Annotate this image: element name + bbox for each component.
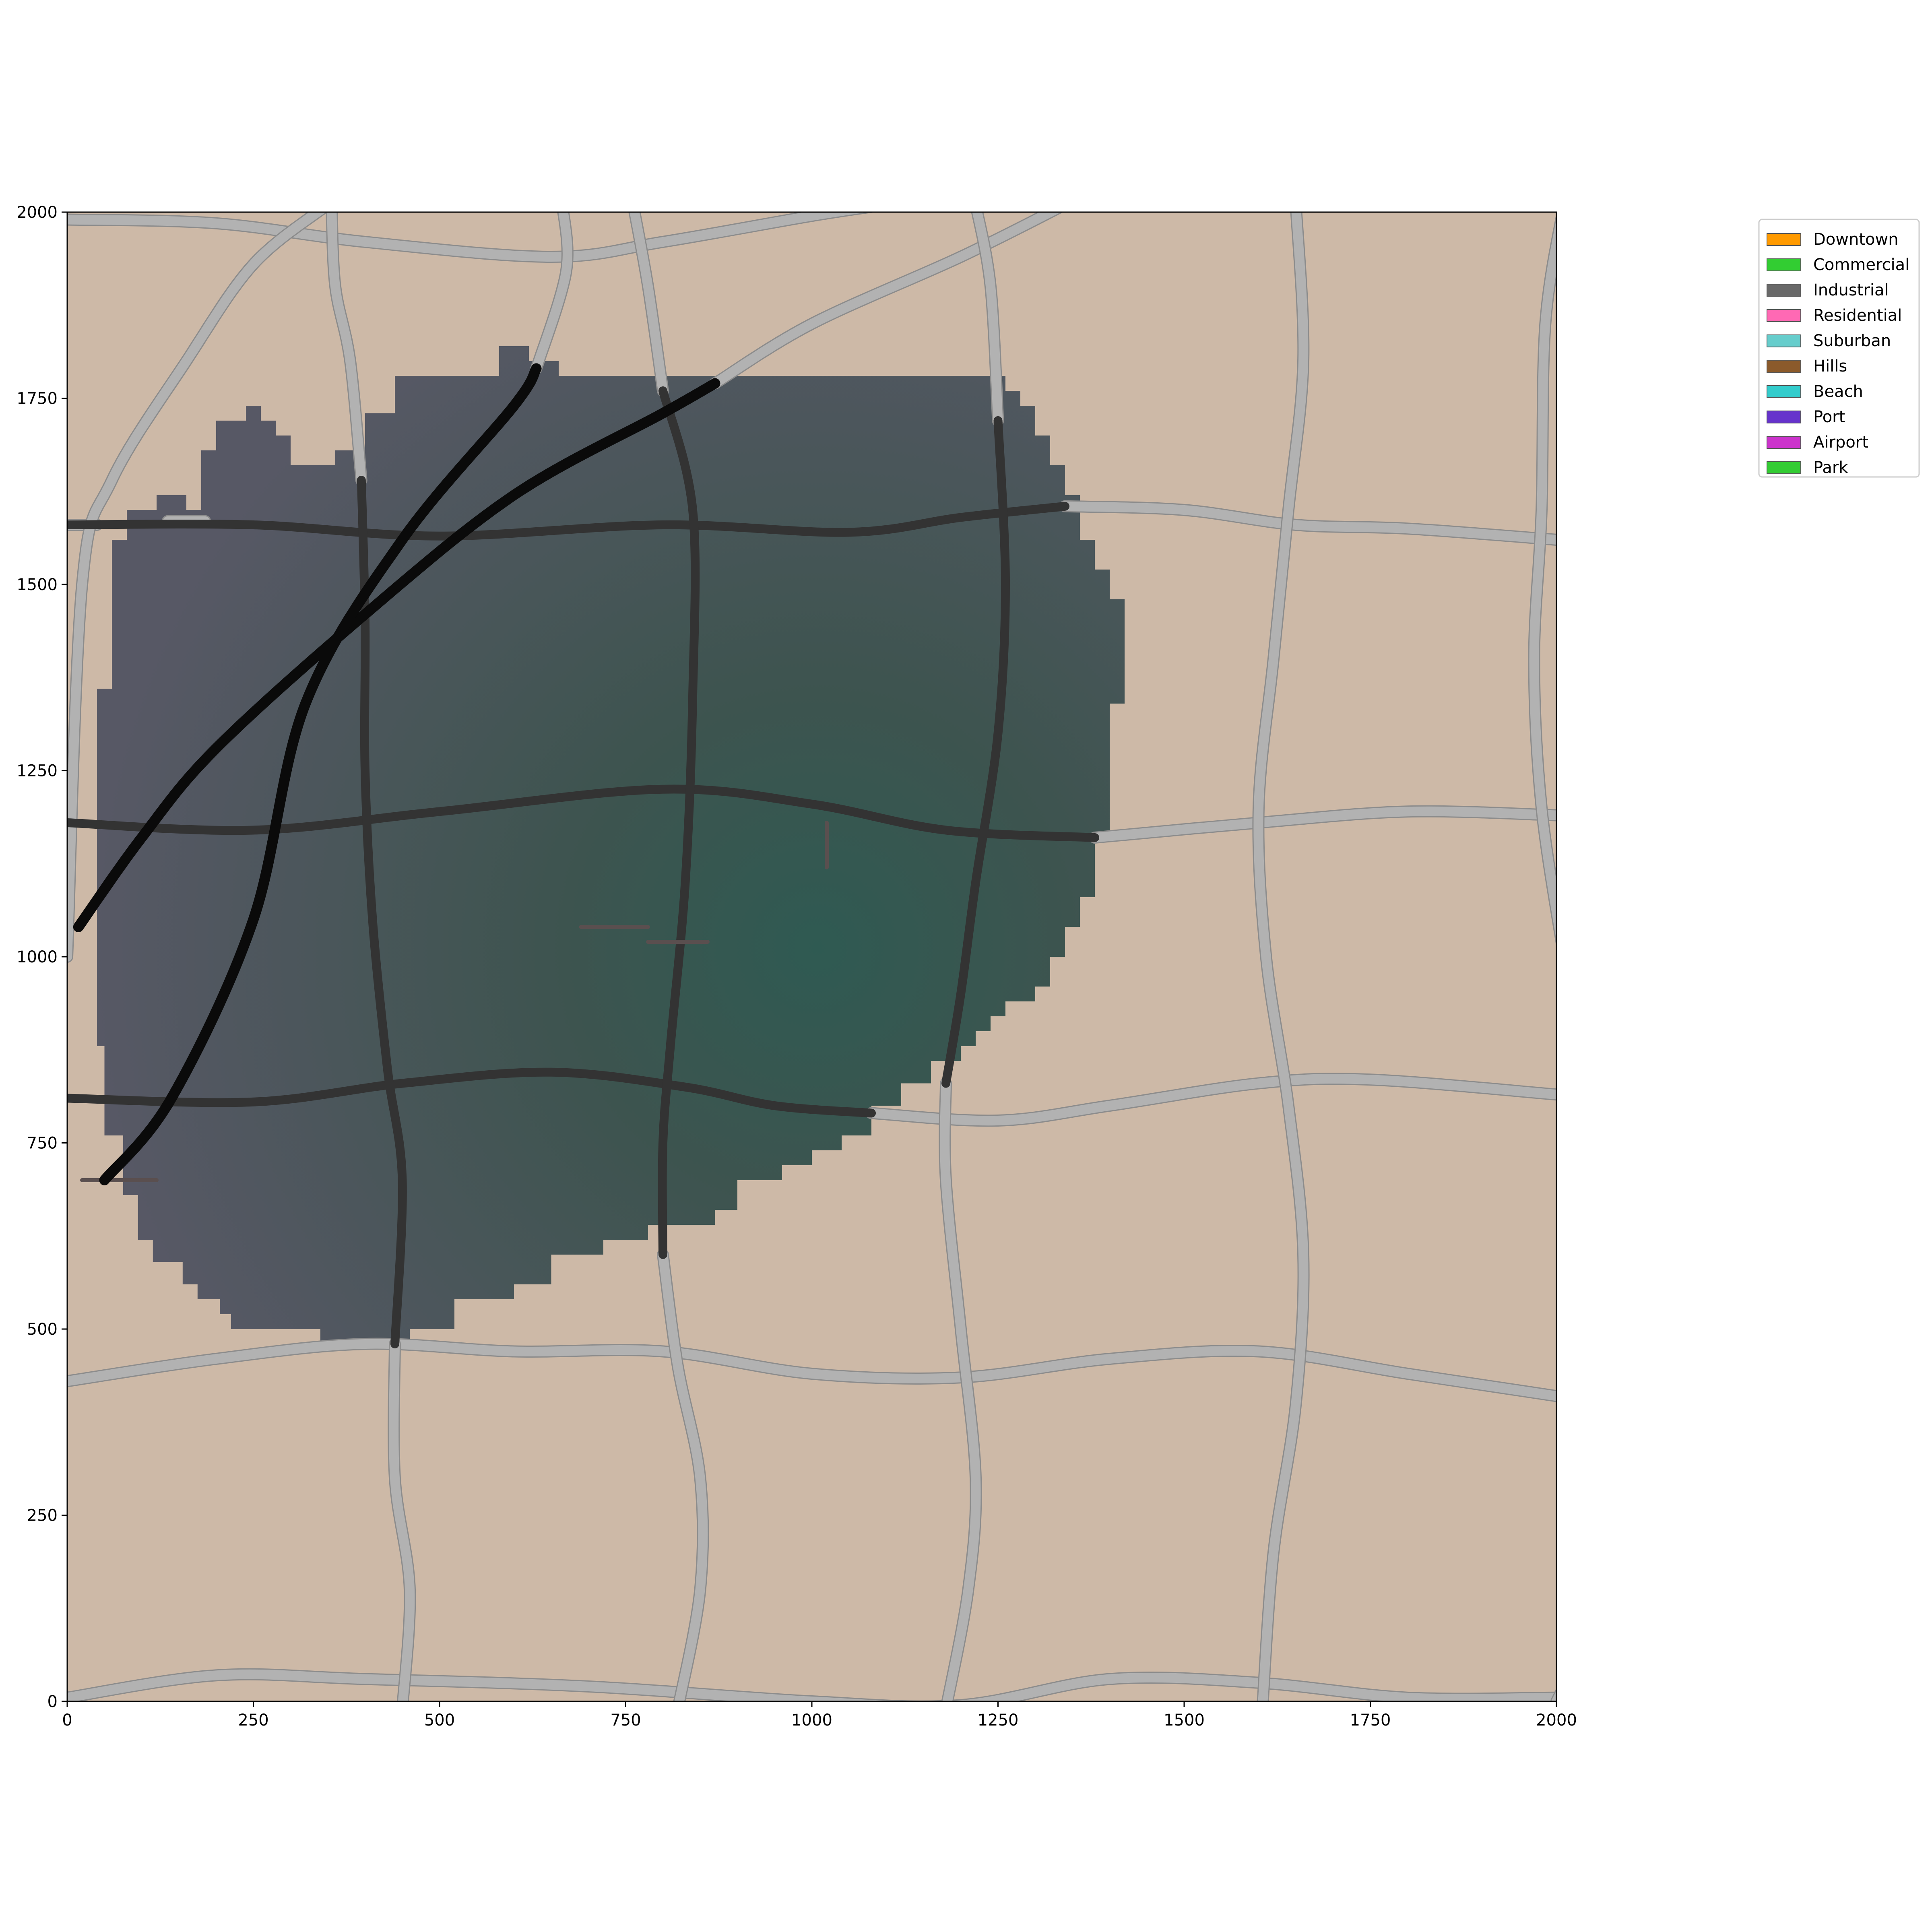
roads-inside-layer (67, 386, 1099, 1348)
legend-label: Beach (1813, 382, 1863, 401)
legend-swatch (1767, 360, 1801, 373)
legend-items: Downtown Commercial Industrial Residential S… (1767, 230, 1909, 477)
road (67, 1669, 1556, 1701)
legend: Downtown Commercial Industrial Residential S… (1758, 219, 1920, 478)
y-tick-label: 1000 (17, 948, 58, 966)
legend-swatch (1767, 233, 1801, 246)
district-road (67, 784, 1099, 842)
district-road (67, 1067, 876, 1118)
legend-swatch (1767, 284, 1801, 297)
map-plot-area: 0 250 500 750 1000 1250 1500 1750 2000 0 250 500 75… (17, 203, 1577, 1730)
legend-swatch (1767, 385, 1801, 398)
road (67, 212, 326, 962)
district-road (357, 476, 407, 1348)
road (1253, 212, 1309, 1701)
legend-swatch (1767, 309, 1801, 322)
district-layer (97, 346, 1125, 1344)
legend-label: Residential (1813, 306, 1902, 325)
legend-swatch (1767, 436, 1801, 449)
road (389, 1339, 415, 1701)
legend-label: Commercial (1813, 256, 1909, 274)
y-tick-label: 250 (27, 1507, 58, 1525)
legend-label: Airport (1813, 433, 1868, 452)
legend-label: Hills (1813, 357, 1847, 376)
legend-swatch (1767, 334, 1801, 347)
district-road (658, 386, 700, 1259)
y-tick-label: 2000 (17, 203, 58, 222)
x-tick-label: 0 (62, 1711, 72, 1730)
highway (73, 378, 720, 932)
x-tick-label: 2000 (1536, 1711, 1577, 1730)
district-road (941, 416, 1010, 1088)
road (658, 1250, 708, 1701)
road (940, 1078, 981, 1701)
road (972, 212, 1003, 425)
x-tick-label: 1750 (1350, 1711, 1391, 1730)
road (867, 1074, 1556, 1126)
road-edge (1550, 1688, 1556, 1701)
y-tick-label: 1750 (17, 390, 58, 408)
road (1529, 218, 1556, 941)
legend-label: Downtown (1813, 230, 1899, 249)
x-tick-label: 500 (424, 1711, 455, 1730)
legend-label: Port (1813, 408, 1845, 426)
legend-swatch (1767, 461, 1801, 474)
road (327, 212, 366, 485)
road (1552, 1690, 1556, 1701)
x-tick-label: 1250 (978, 1711, 1019, 1730)
road (67, 212, 868, 262)
legend-label: Suburban (1813, 332, 1891, 350)
road (630, 212, 668, 396)
highway-layer (73, 363, 720, 1185)
road (1060, 501, 1556, 545)
legend-swatch (1767, 258, 1801, 271)
y-tick-label: 500 (27, 1320, 58, 1339)
y-axis: 0 250 500 750 1000 1250 1500 1750 2000 (17, 203, 67, 1711)
x-tick-label: 1000 (791, 1711, 832, 1730)
y-tick-label: 1500 (17, 576, 58, 594)
district-road (67, 502, 1069, 541)
x-tick-label: 750 (610, 1711, 641, 1730)
y-tick-label: 750 (27, 1134, 58, 1153)
road (710, 212, 1061, 388)
district-area (97, 346, 1125, 1344)
x-tick-label: 250 (238, 1711, 268, 1730)
legend-label: Park (1813, 458, 1848, 477)
highway (99, 363, 542, 1185)
legend-label: Industrial (1813, 281, 1889, 299)
x-axis: 0 250 500 750 1000 1250 1500 1750 2000 (62, 1701, 1577, 1730)
x-tick-label: 1500 (1164, 1711, 1205, 1730)
road (531, 212, 572, 374)
road (1090, 806, 1556, 842)
y-tick-label: 1250 (17, 762, 58, 780)
roads-outside-layer (67, 212, 1556, 1701)
legend-swatch (1767, 411, 1801, 423)
y-tick-label: 0 (47, 1693, 58, 1711)
